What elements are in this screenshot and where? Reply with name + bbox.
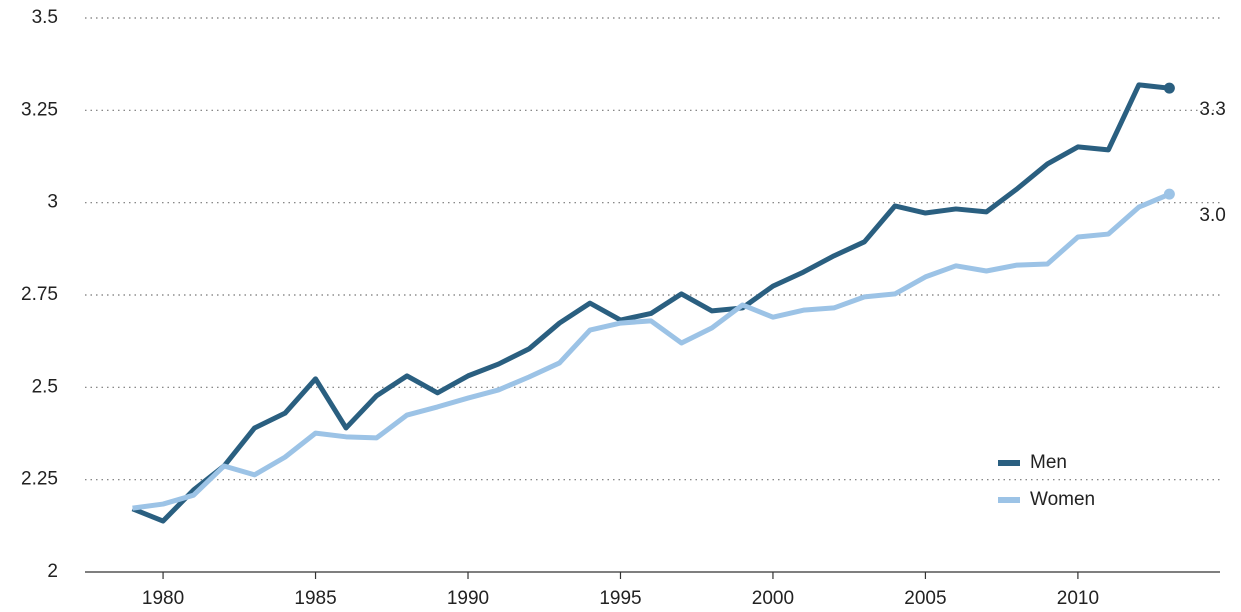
x-tick-label: 1995	[599, 588, 641, 609]
y-tick-label: 3.25	[21, 99, 58, 120]
y-tick-label: 3	[47, 192, 58, 213]
value-label: 3.3	[1199, 99, 1225, 120]
value-label: 3.0	[1199, 205, 1225, 226]
y-tick-label: 3.5	[32, 7, 58, 28]
line-series	[131, 82, 1170, 524]
x-tick-label: 2010	[1057, 588, 1099, 609]
x-tick-label: 1985	[294, 588, 336, 609]
y-tick-label: 2.5	[32, 376, 58, 397]
end-marker	[1163, 82, 1175, 94]
legend-label: Women	[1030, 489, 1095, 510]
legend-label: Men	[1030, 452, 1067, 473]
end-marker	[1163, 188, 1175, 200]
line-series	[132, 191, 1171, 511]
y-tick-label: 2.75	[21, 284, 58, 305]
y-tick-label: 2	[47, 561, 58, 582]
y-tick-label: 2.25	[21, 469, 58, 490]
x-tick-label: 1990	[447, 588, 489, 609]
x-tick-label: 2005	[904, 588, 946, 609]
x-tick-label: 1980	[142, 588, 184, 609]
x-tick-label: 2000	[752, 588, 794, 609]
